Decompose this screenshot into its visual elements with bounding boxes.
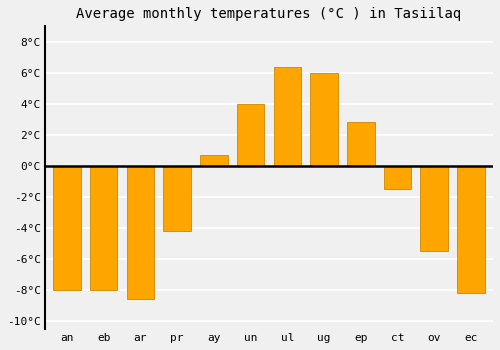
Bar [310, 73, 338, 166]
Bar [126, 166, 154, 299]
Bar [237, 104, 264, 166]
Bar [200, 155, 228, 166]
Bar [420, 166, 448, 251]
Bar [457, 166, 485, 293]
Bar [53, 166, 80, 290]
Title: Average monthly temperatures (°C ) in Tasiilaq: Average monthly temperatures (°C ) in Ta… [76, 7, 462, 21]
Bar [274, 66, 301, 166]
Bar [90, 166, 118, 290]
Bar [347, 122, 374, 166]
Bar [384, 166, 411, 189]
Bar [164, 166, 191, 231]
